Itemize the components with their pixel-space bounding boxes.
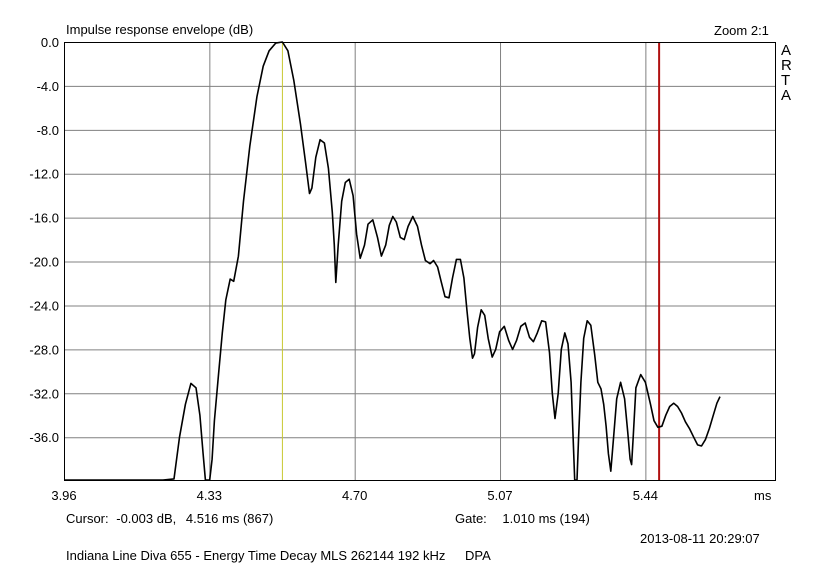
y-tick-label: -24.0 bbox=[29, 298, 59, 313]
y-tick-label: 0.0 bbox=[41, 35, 59, 50]
y-tick-label: -28.0 bbox=[29, 342, 59, 357]
x-tick-label: 4.70 bbox=[342, 488, 367, 503]
x-tick-label: 5.44 bbox=[633, 488, 658, 503]
y-tick-label: -4.0 bbox=[37, 79, 59, 94]
curve-layer bbox=[64, 41, 721, 481]
cursor-time-value: 4.516 ms (867) bbox=[185, 511, 274, 526]
brand-letter: A bbox=[781, 87, 792, 104]
gate-readout: Gate: 1.010 ms (194) bbox=[455, 511, 590, 526]
y-tick-label: -36.0 bbox=[29, 430, 59, 445]
marker-lines bbox=[281, 42, 661, 480]
y-tick-label: -16.0 bbox=[29, 211, 59, 226]
caption-text: Indiana Line Diva 655 - Energy Time Deca… bbox=[66, 548, 446, 563]
cursor-label: Cursor: bbox=[66, 511, 109, 526]
envelope-curve bbox=[64, 41, 721, 481]
x-tick-label: 5.07 bbox=[487, 488, 512, 503]
brand-letter: A bbox=[781, 42, 792, 59]
y-tick-label: -8.0 bbox=[37, 123, 59, 138]
y-tick-label: -20.0 bbox=[29, 255, 59, 270]
brand-letter: T bbox=[781, 72, 791, 89]
brand-letter: R bbox=[781, 57, 792, 74]
y-tick-label: -12.0 bbox=[29, 167, 59, 182]
x-unit-label: ms bbox=[754, 488, 772, 503]
cursor-readout: Cursor: -0.003 dB, 4.516 ms (867) bbox=[66, 511, 273, 526]
caption-tag: DPA bbox=[465, 548, 491, 563]
plot-frame bbox=[64, 42, 776, 481]
zoom-indicator[interactable]: Zoom 2:1 bbox=[714, 23, 769, 38]
timestamp: 2013-08-11 20:29:07 bbox=[640, 531, 760, 546]
x-tick-label: 4.33 bbox=[197, 488, 222, 503]
grid-lines bbox=[64, 42, 775, 480]
gate-value: 1.010 ms (194) bbox=[502, 511, 590, 526]
cursor-db-value: -0.003 dB, bbox=[116, 511, 177, 526]
chart-title: Impulse response envelope (dB) bbox=[66, 22, 254, 37]
x-tick-label: 3.96 bbox=[51, 488, 76, 503]
y-tick-label: -32.0 bbox=[29, 386, 59, 401]
caption: Indiana Line Diva 655 - Energy Time Deca… bbox=[66, 548, 491, 563]
gate-label: Gate: bbox=[455, 511, 487, 526]
x-tick-labels: 3.96 4.33 4.70 5.07 5.44 bbox=[51, 488, 658, 503]
y-tick-labels: 0.0 -4.0 -8.0 -12.0 -16.0 -20.0 -24.0 -28.0 -32.… bbox=[29, 35, 59, 445]
